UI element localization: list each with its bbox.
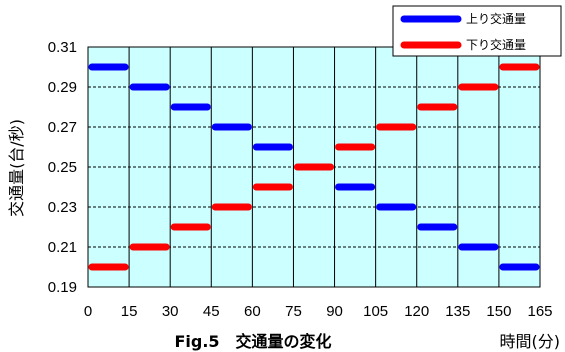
x-axis-title: 時間(分) xyxy=(500,332,561,351)
x-tick-label: 45 xyxy=(203,303,220,320)
y-tick-label: 0.29 xyxy=(48,79,77,96)
y-tick-label: 0.25 xyxy=(48,159,77,176)
x-tick-label: 105 xyxy=(363,303,388,320)
series-layer xyxy=(88,63,540,271)
x-tick-label: 150 xyxy=(486,303,511,320)
x-tick-label: 165 xyxy=(527,303,552,320)
y-axis-title: 交通量(台/秒) xyxy=(7,119,26,217)
y-tick-label: 0.31 xyxy=(48,39,77,56)
legend-label: 下り交通量 xyxy=(466,37,526,52)
legend-label: 上り交通量 xyxy=(466,11,526,26)
x-tick-label: 75 xyxy=(285,303,302,320)
x-tick-label: 135 xyxy=(445,303,470,320)
x-tick-label: 60 xyxy=(244,303,261,320)
series-up xyxy=(88,63,540,271)
x-tick-labels: 0 15 30 45 60 75 90 105 120 135 150 165 xyxy=(84,303,553,320)
x-tick-label: 15 xyxy=(121,303,138,320)
plot-frame xyxy=(87,46,541,288)
y-tick-label: 0.27 xyxy=(48,119,77,136)
x-tick-label: 0 xyxy=(84,303,92,320)
y-tick-label: 0.23 xyxy=(48,199,77,216)
x-tick-label: 30 xyxy=(162,303,179,320)
series-down xyxy=(88,63,540,271)
figure-caption: Fig.5 交通量の変化 xyxy=(174,332,331,351)
y-tick-label: 0.21 xyxy=(48,239,77,256)
x-tick-label: 90 xyxy=(326,303,343,320)
y-tick-label: 0.19 xyxy=(48,279,77,296)
y-tick-labels: 0.19 0.21 0.23 0.25 0.27 0.29 0.31 xyxy=(48,39,77,296)
x-tick-label: 120 xyxy=(404,303,429,320)
